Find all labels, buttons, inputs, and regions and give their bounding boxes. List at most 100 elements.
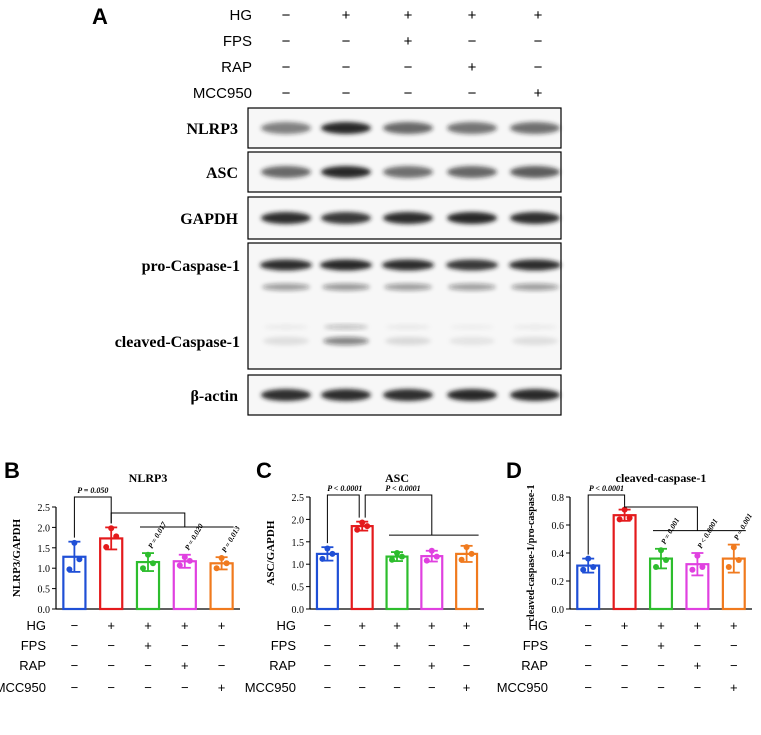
blot-band: [383, 389, 433, 401]
condition-sign: −: [730, 658, 738, 673]
blot-band: [261, 166, 311, 178]
condition-sign: +: [181, 658, 189, 673]
condition-label: MCC950: [245, 680, 296, 695]
y-tick-label: 0.0: [38, 605, 51, 616]
blot-band-pro: [382, 259, 434, 271]
blot-band: [447, 389, 497, 401]
condition-label: HG: [277, 618, 297, 633]
condition-sign: −: [282, 7, 291, 24]
condition-sign: −: [107, 638, 115, 653]
condition-sign: +: [468, 7, 477, 24]
condition-sign: −: [730, 638, 738, 653]
condition-sign: +: [404, 33, 413, 50]
p-value: P = 0.013: [220, 524, 243, 554]
condition-sign: +: [730, 618, 738, 633]
condition-sign: −: [404, 85, 413, 102]
condition-sign: −: [694, 638, 702, 653]
condition-sign: +: [404, 7, 413, 24]
data-point: [653, 564, 659, 570]
blot-label: cleaved-Caspase-1: [115, 334, 240, 351]
condition-sign: −: [584, 638, 592, 653]
condition-sign: −: [428, 638, 436, 653]
bar: [420, 555, 444, 611]
panel-letter: D: [506, 458, 522, 483]
condition-sign: +: [657, 638, 665, 653]
condition-sign: +: [657, 618, 665, 633]
blot-band: [447, 122, 497, 134]
condition-sign: +: [144, 638, 152, 653]
blot-band: [510, 389, 560, 401]
data-point: [580, 566, 587, 573]
condition-label: RAP: [19, 658, 46, 673]
chart-panel-c: C ASC 0.0 0.5 1.0 1.5 2.0 2.5 ASC/GAPDH P < 0.000…: [245, 458, 484, 695]
condition-sign: −: [534, 59, 543, 76]
y-tick-label: 1.0: [38, 564, 51, 575]
condition-label: FPS: [223, 33, 252, 50]
blot-strip: ASC: [206, 151, 562, 193]
y-axis-label: ASC/GAPDH: [265, 520, 277, 585]
condition-sign: −: [428, 680, 436, 695]
blot-band: [510, 212, 560, 224]
panel-letter: B: [4, 458, 20, 483]
data-point: [108, 525, 115, 532]
data-point: [181, 554, 188, 561]
data-point: [359, 519, 366, 526]
condition-sign: −: [584, 658, 592, 673]
y-tick-label: 2.0: [38, 523, 51, 534]
panel-a-letter: A: [92, 4, 108, 29]
data-point: [463, 544, 470, 551]
blot-band-faint: [450, 324, 494, 330]
condition-sign: −: [393, 680, 401, 695]
condition-sign: −: [282, 33, 291, 50]
y-tick-label: 2.0: [292, 515, 305, 526]
condition-sign: −: [657, 658, 665, 673]
condition-sign: +: [358, 618, 366, 633]
sig-bracket: [364, 494, 433, 536]
data-point: [423, 557, 430, 564]
data-point: [699, 564, 706, 570]
data-point: [433, 553, 440, 560]
blot-band: [383, 166, 433, 178]
data-point: [213, 565, 220, 572]
blot-band-cleaved: [263, 337, 309, 345]
data-point: [663, 557, 669, 563]
data-point: [725, 564, 732, 570]
condition-label: MCC950: [0, 680, 46, 695]
data-point: [621, 506, 628, 513]
condition-sign: +: [694, 618, 702, 633]
blot-band-faint: [513, 324, 557, 330]
blot-band: [261, 212, 311, 224]
data-point: [399, 553, 405, 560]
blot-band: [383, 212, 433, 224]
blot-band-pro: [320, 259, 372, 271]
blot-strip: pro-Caspase-1 cleaved-Caspase-1: [115, 242, 562, 370]
data-point: [71, 539, 78, 546]
data-point: [66, 566, 73, 573]
western-blots: NLRP3 ASC GAPDH pro-Caspase-1 cleaved-Caspas…: [115, 107, 562, 416]
condition-sign: −: [324, 638, 332, 653]
sig-bracket: [587, 494, 626, 555]
blot-band: [510, 122, 560, 134]
condition-sign: −: [584, 618, 592, 633]
condition-sign: −: [393, 658, 401, 673]
blot-band-faint: [384, 283, 432, 291]
condition-sign: +: [730, 680, 738, 695]
condition-sign: −: [71, 638, 79, 653]
sig-bracket: [624, 505, 698, 531]
data-point: [364, 523, 371, 530]
condition-sign: +: [621, 618, 629, 633]
condition-label: RAP: [221, 59, 252, 76]
condition-sign: −: [342, 59, 351, 76]
y-tick-label: 0.5: [292, 583, 305, 594]
blot-band: [321, 122, 371, 134]
y-tick-label: 1.5: [292, 538, 305, 549]
y-tick-label: 0.5: [38, 585, 51, 596]
condition-sign: −: [358, 658, 366, 673]
condition-label: MCC950: [193, 85, 252, 102]
y-tick-label: 1.0: [292, 560, 305, 571]
bar: [350, 525, 374, 611]
sig-bracket: [326, 494, 360, 544]
condition-sign: +: [107, 618, 115, 633]
blot-band-faint: [324, 324, 368, 330]
blot-band: [321, 166, 371, 178]
